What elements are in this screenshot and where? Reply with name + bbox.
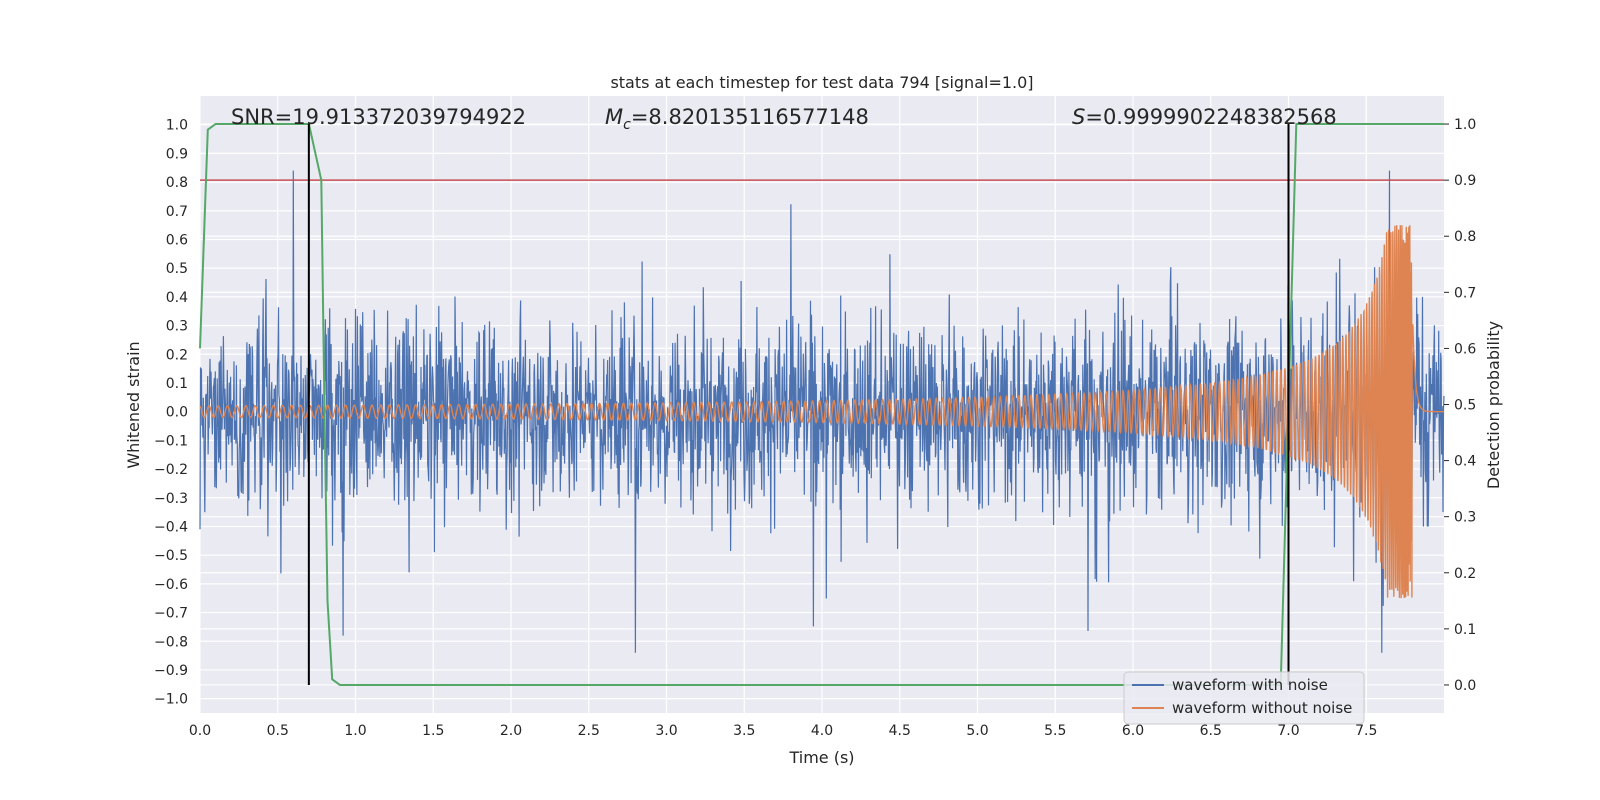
y2-tick-label: 1.0	[1454, 117, 1476, 133]
x-tick-label: 1.0	[344, 723, 366, 739]
y2-tick-label: 0.6	[1454, 341, 1476, 357]
x-tick-label: 6.5	[1200, 723, 1222, 739]
y2-tick-label: 0.1	[1454, 622, 1476, 638]
y2-tick-label: 0.5	[1454, 398, 1476, 414]
y-tick-label: −0.7	[154, 606, 188, 622]
chirp-mass-annotation: Mc=8.820135116577148	[605, 105, 869, 133]
y-tick-label: −0.1	[154, 433, 188, 449]
y-tick-label: 0.2	[166, 347, 188, 363]
y-tick-label: 0.8	[166, 175, 188, 191]
s-value: =0.9999902248382568	[1085, 105, 1336, 129]
y-tick-label: 0.9	[166, 146, 188, 162]
x-tick-label: 3.0	[655, 723, 677, 739]
ticks: 0.0 0.5 1.0 1.5 2.0 2.5 3.0 3.5 4.0 4.5 5.0 5.5 6.0 6…	[154, 117, 1476, 739]
y-tick-label: 0.7	[166, 204, 188, 220]
y2-tick-label: 0.0	[1454, 678, 1476, 694]
y-tick-label: −0.9	[154, 663, 188, 679]
y2-tick-label: 0.9	[1454, 173, 1476, 189]
x-tick-label: 0.0	[189, 723, 211, 739]
legend-entry-clean: waveform without noise	[1172, 699, 1352, 717]
y-tick-label: 0.0	[166, 405, 188, 421]
legend-entry-noisy: waveform with noise	[1172, 676, 1328, 694]
y-tick-label: −0.5	[154, 548, 188, 564]
x-tick-label: 5.5	[1044, 723, 1066, 739]
series-waveform-without-noise	[199, 225, 1444, 599]
y2-axis-label: Detection probability	[1484, 321, 1503, 489]
mc-prefix: M	[605, 105, 623, 129]
y-tick-label: −0.2	[154, 462, 188, 478]
y-tick-label: −0.4	[154, 519, 188, 535]
x-tick-label: 7.0	[1277, 723, 1299, 739]
legend: waveform with noise waveform without noi…	[1123, 671, 1365, 725]
series-layer	[199, 123, 1445, 686]
y-tick-label: −1.0	[154, 692, 188, 708]
y-tick-label: 0.5	[166, 261, 188, 277]
y2-tick-label: 0.3	[1454, 510, 1476, 526]
y-tick-label: 1.0	[166, 118, 188, 134]
y-tick-label: −0.3	[154, 491, 188, 507]
mc-subscript: c	[623, 117, 631, 133]
x-tick-label: 1.5	[422, 723, 444, 739]
y2-tick-label: 0.8	[1454, 229, 1476, 245]
x-tick-label: 4.5	[889, 723, 911, 739]
mc-value: =8.820135116577148	[631, 105, 869, 129]
x-tick-label: 5.0	[966, 723, 988, 739]
y-tick-label: 0.6	[166, 232, 188, 248]
chart-title: stats at each timestep for test data 794…	[610, 73, 1033, 92]
y-tick-label: −0.6	[154, 577, 188, 593]
y-tick-label: 0.1	[166, 376, 188, 392]
y2-tick-label: 0.7	[1454, 285, 1476, 301]
x-tick-label: 3.5	[733, 723, 755, 739]
y2-tick-label: 0.2	[1454, 566, 1476, 582]
s-prefix: S	[1072, 105, 1085, 129]
y-tick-label: 0.3	[166, 319, 188, 335]
x-tick-label: 4.0	[811, 723, 833, 739]
x-tick-label: 2.5	[578, 723, 600, 739]
y2-tick-label: 0.4	[1454, 454, 1476, 470]
legend-box	[1123, 671, 1365, 725]
x-tick-label: 0.5	[267, 723, 289, 739]
x-tick-label: 2.0	[500, 723, 522, 739]
snr-annotation: SNR=19.913372039794922	[231, 105, 526, 129]
x-tick-label: 6.0	[1122, 723, 1144, 739]
x-axis-label: Time (s)	[788, 748, 854, 767]
y-tick-label: 0.4	[166, 290, 188, 306]
s-annotation: S=0.9999902248382568	[1072, 105, 1337, 129]
y-axis-label: Whitened strain	[124, 341, 143, 468]
x-tick-label: 7.5	[1355, 723, 1377, 739]
y-tick-label: −0.8	[154, 634, 188, 650]
series-detection-probability	[199, 123, 1444, 686]
